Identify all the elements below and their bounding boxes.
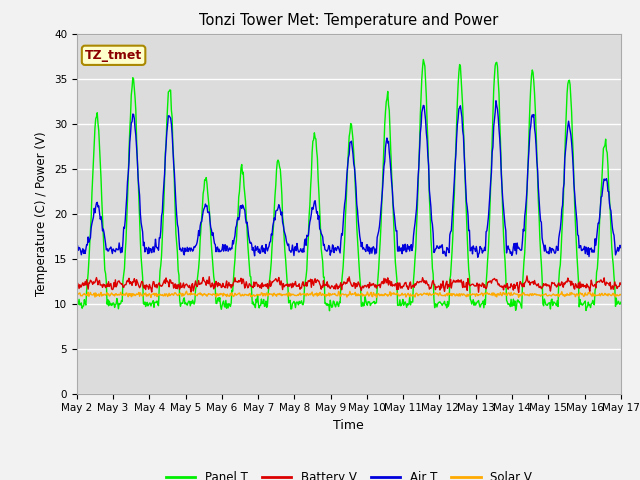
Text: TZ_tmet: TZ_tmet [85,49,142,62]
Panel T [617,300,625,305]
Panel T [139,274,147,280]
Panel T [223,305,230,311]
Battery V [83,277,90,283]
Air T [194,235,202,240]
Panel T [326,308,333,313]
Battery V [617,281,625,287]
Panel T [419,57,427,62]
Solar V [195,291,202,297]
Air T [139,229,147,235]
Line: Panel T: Panel T [77,60,621,311]
Air T [83,242,90,248]
X-axis label: Time: Time [333,419,364,432]
Title: Tonzi Tower Met: Temperature and Power: Tonzi Tower Met: Temperature and Power [199,13,499,28]
Solar V [139,293,147,299]
Air T [223,243,230,249]
Battery V [194,282,202,288]
Solar V [73,293,81,299]
Air T [415,164,422,170]
Air T [474,254,482,260]
Panel T [416,141,424,147]
Air T [431,249,438,254]
Solar V [433,290,440,296]
Air T [617,245,625,251]
Battery V [523,273,531,279]
Legend: Panel T, Battery V, Air T, Solar V: Panel T, Battery V, Air T, Solar V [161,466,537,480]
Line: Battery V: Battery V [77,276,621,292]
Battery V [515,289,522,295]
Air T [492,98,500,104]
Solar V [617,292,625,298]
Battery V [431,282,438,288]
Battery V [73,281,81,287]
Panel T [433,301,440,307]
Air T [73,247,81,253]
Solar V [83,291,90,297]
Solar V [182,288,190,294]
Battery V [139,279,147,285]
Panel T [83,288,90,293]
Y-axis label: Temperature (C) / Power (V): Temperature (C) / Power (V) [35,132,48,296]
Line: Air T: Air T [77,101,621,257]
Line: Solar V: Solar V [77,291,621,298]
Solar V [223,291,231,297]
Panel T [194,272,202,277]
Solar V [372,295,380,300]
Solar V [417,291,424,297]
Battery V [223,278,230,284]
Battery V [415,280,422,286]
Panel T [73,300,81,305]
